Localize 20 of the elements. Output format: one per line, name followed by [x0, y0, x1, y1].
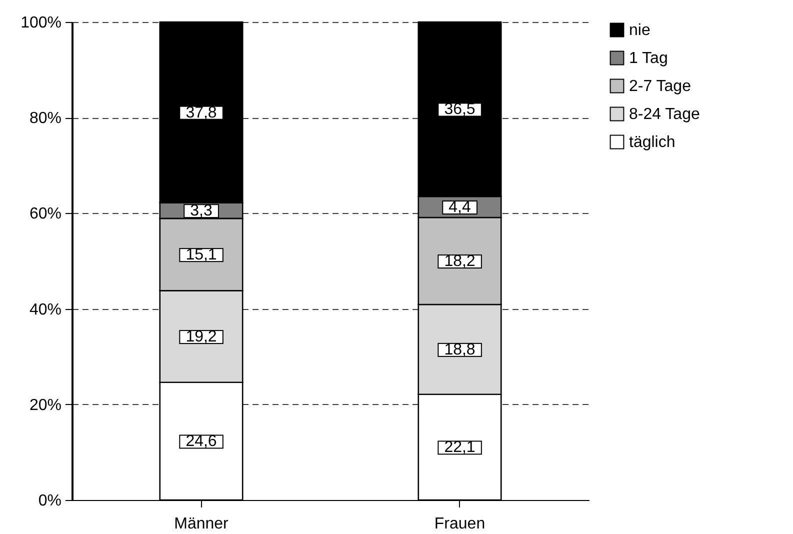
data-label: 4,4 — [448, 198, 471, 216]
legend-label: 2-7 Tage — [629, 78, 692, 95]
data-label: 24,6 — [186, 433, 217, 450]
y-tick-label: 0% — [38, 492, 62, 510]
legend-label: 1 Tag — [629, 50, 668, 67]
data-label: 19,2 — [186, 328, 217, 346]
x-tick-label: Frauen — [434, 516, 486, 532]
y-tick-label: 40% — [29, 301, 62, 318]
x-tick-label: Männer — [174, 516, 230, 532]
y-tick-label: 20% — [29, 396, 62, 414]
y-tick-label: 80% — [29, 110, 62, 128]
data-label: 18,8 — [444, 341, 476, 358]
legend-label: 8-24 Tage — [629, 106, 700, 123]
data-label: 37,8 — [186, 104, 217, 122]
legend-label: täglich — [629, 134, 676, 151]
legend-label: nie — [629, 22, 650, 39]
data-label: 3,3 — [190, 202, 212, 220]
data-label: 22,1 — [444, 439, 476, 456]
y-tick-label: 100% — [20, 14, 62, 32]
y-tick-label: 60% — [29, 206, 62, 223]
